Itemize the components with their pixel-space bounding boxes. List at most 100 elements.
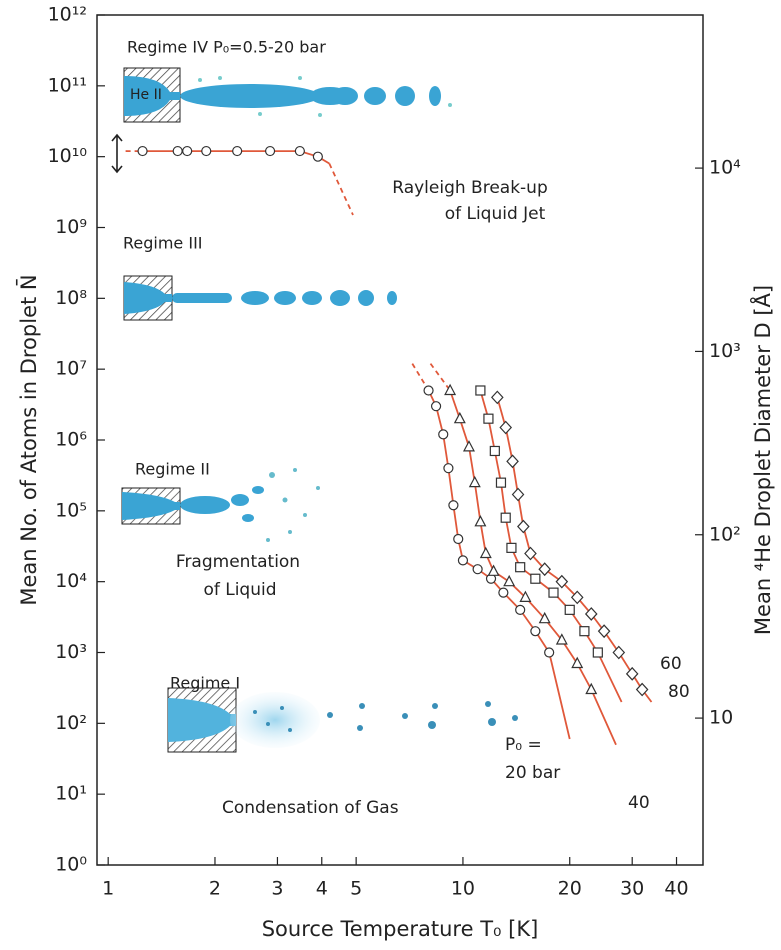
marker	[506, 454, 519, 469]
marker	[443, 463, 454, 474]
y-tick-label: 10⁹	[55, 216, 87, 238]
marker	[515, 562, 526, 573]
annotation: Regime IV P₀=0.5-20 bar	[127, 38, 326, 57]
marker	[635, 682, 649, 697]
annotation: Regime II	[135, 460, 210, 479]
marker	[312, 151, 323, 162]
marker	[294, 145, 305, 157]
marker	[457, 555, 469, 566]
marker	[495, 477, 507, 488]
regime-iii-illustration	[123, 275, 397, 321]
marker	[511, 487, 525, 502]
marker	[172, 145, 183, 157]
y-tick-label: 10¹	[55, 783, 87, 805]
marker	[538, 562, 552, 577]
curve-label: 60	[660, 654, 682, 674]
marker	[498, 587, 509, 598]
curve	[427, 390, 571, 740]
x-tick-label: 3	[271, 878, 283, 900]
marker	[137, 145, 148, 157]
y2-axis-title: Mean ⁴He Droplet Diameter D [Å]	[749, 285, 775, 635]
regime-ii-illustration	[121, 468, 320, 542]
marker	[506, 542, 517, 553]
y-tick-label: 10⁷	[55, 358, 87, 380]
x-tick-label: 2	[209, 878, 221, 900]
marker	[264, 145, 276, 157]
marker	[500, 512, 511, 523]
curve-label: P₀ =	[505, 735, 542, 755]
marker	[564, 604, 575, 615]
marker	[519, 590, 532, 602]
marker	[548, 587, 559, 598]
x-tick-label: 10	[451, 878, 475, 900]
annotation: Regime III	[123, 234, 203, 253]
curve	[496, 397, 653, 703]
curve-label: 40	[628, 793, 650, 813]
curve-label: 20 bar	[505, 763, 560, 783]
y2-tick-label: 10	[709, 707, 733, 729]
marker	[472, 564, 483, 575]
marker	[453, 533, 464, 545]
y-tick-label: 10⁶	[55, 429, 87, 451]
marker	[474, 515, 487, 527]
marker	[517, 519, 530, 534]
marker	[612, 645, 626, 660]
y-tick-label: 10¹¹	[48, 74, 87, 96]
y-tick-label: 10¹²	[48, 4, 87, 26]
marker	[579, 626, 590, 637]
x-tick-label: 20	[558, 878, 582, 900]
marker	[597, 624, 611, 639]
marker	[182, 145, 193, 157]
curve	[142, 150, 330, 165]
marker	[430, 401, 442, 412]
x-tick-label: 1	[102, 878, 114, 900]
marker	[499, 420, 513, 435]
y-tick-label: 10⁰	[55, 854, 87, 876]
y2-tick-label: 10⁴	[709, 157, 741, 179]
x-tick-label: 40	[664, 878, 688, 900]
annotation: Rayleigh Break-up	[392, 178, 548, 198]
regime-iv-illustration	[111, 67, 452, 174]
marker	[515, 604, 526, 615]
marker	[232, 145, 243, 157]
annotation: of Liquid Jet	[445, 204, 546, 224]
curve-label: 80	[668, 682, 690, 702]
marker	[468, 475, 481, 488]
marker	[571, 656, 584, 669]
curve	[449, 390, 617, 746]
marker	[555, 574, 569, 589]
y2-tick-label: 10³	[709, 340, 741, 362]
marker	[530, 626, 541, 637]
marker	[625, 666, 639, 681]
y-tick-label: 10³	[55, 641, 87, 663]
x-tick-label: 4	[316, 878, 328, 900]
marker	[570, 590, 584, 605]
annotation: Condensation of Gas	[222, 798, 399, 818]
regime-i-illustration	[167, 687, 518, 753]
extrapolation-line	[328, 163, 354, 216]
marker	[483, 413, 494, 424]
y-tick-label: 10¹⁰	[48, 145, 87, 167]
marker	[530, 573, 541, 584]
marker	[462, 440, 475, 452]
marker	[555, 633, 568, 645]
marker	[423, 385, 434, 396]
y-tick-label: 10⁸	[55, 287, 87, 309]
annotation: of Liquid	[203, 580, 276, 600]
marker	[475, 385, 486, 396]
marker	[479, 546, 492, 559]
x-axis-title: Source Temperature T₀ [K]	[262, 917, 539, 941]
annotation: Fragmentation	[176, 552, 300, 572]
marker	[201, 145, 212, 157]
extrapolation-line	[429, 363, 451, 392]
marker	[453, 411, 466, 424]
marker	[438, 429, 449, 440]
marker	[585, 682, 598, 695]
y-tick-label: 10⁴	[55, 570, 87, 592]
marker	[544, 647, 555, 658]
marker	[538, 611, 551, 624]
y-tick-label: 10⁵	[55, 499, 87, 521]
marker	[489, 445, 500, 457]
marker	[592, 647, 603, 658]
